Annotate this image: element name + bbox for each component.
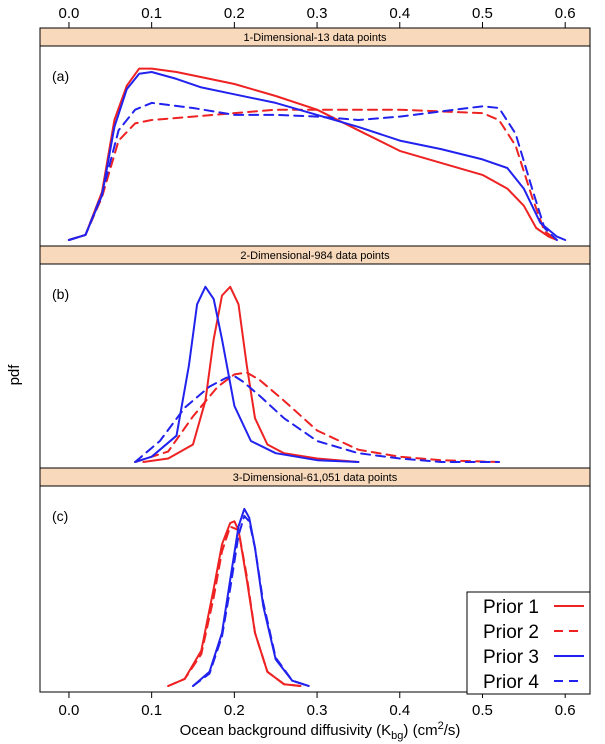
- x-tick-label-bottom: 0.5: [472, 702, 493, 719]
- x-tick-label-bottom: 0.2: [224, 702, 245, 719]
- panel-tag: (a): [52, 68, 69, 84]
- panel-2-series-1-line: [142, 285, 360, 463]
- x-tick-label-top: 0.1: [141, 5, 162, 22]
- x-tick-label-top: 0.4: [389, 5, 410, 22]
- x-tick-label-bottom: 0.0: [59, 702, 80, 719]
- panel-1-series-2-line: [67, 108, 558, 241]
- y-axis-title: pdf: [6, 364, 23, 386]
- x-axis-title-sub: bg: [391, 730, 403, 742]
- legend-entry-label: Prior 3: [483, 647, 539, 668]
- x-tick-label-top: 0.3: [307, 5, 328, 22]
- x-tick-label-top: 0.6: [555, 5, 576, 22]
- x-axis-title-units-post: /s): [444, 722, 461, 739]
- panel-frame: [39, 485, 591, 693]
- x-axis-title-units-pre: ) (cm: [403, 722, 437, 739]
- legend-entry-label: Prior 1: [483, 597, 539, 618]
- legend-entry-label: Prior 2: [483, 622, 539, 643]
- panel-1-series-4-line: [67, 101, 558, 241]
- panel-3-series-4-line: [192, 514, 310, 687]
- panel-3: 3-Dimensional-61,051 data points (c): [39, 467, 591, 693]
- x-tick-label-bottom: 0.1: [141, 702, 162, 719]
- panel-tag: (b): [52, 286, 69, 302]
- panel-tag: (c): [52, 508, 68, 524]
- panel-strip-title: 3-Dimensional-61,051 data points: [233, 472, 398, 484]
- panel-3-series-2-line: [167, 525, 302, 687]
- x-tick-label-bottom: 0.3: [307, 702, 328, 719]
- legend-box: [466, 591, 591, 695]
- panel-strip-title: 1-Dimensional-13 data points: [243, 32, 387, 44]
- x-axis-title-sup: 2: [438, 720, 444, 732]
- x-tick-label-top: 0.5: [472, 5, 493, 22]
- x-tick-label-bottom: 0.4: [389, 702, 410, 719]
- x-tick-label-top: 0.0: [59, 5, 80, 22]
- panel-2-series-3-line: [134, 285, 360, 463]
- panels-layer: 1-Dimensional-13 data points (a) 2-Dimensi…: [39, 27, 591, 693]
- x-axis-title: Ocean background diffusivity (Kbg) (cm2/…: [180, 720, 461, 742]
- legend-entry-label: Prior 4: [483, 672, 539, 693]
- panel-strip-title: 2-Dimensional-984 data points: [240, 250, 390, 262]
- x-axis-title-main: Ocean background diffusivity (K: [180, 722, 392, 739]
- axes-layer: 0.0 0.0 0.1 0.1 0.2 0.2 0.3 0.3 0.4 0.4 0.5 0.5 0.6 0…: [59, 5, 576, 719]
- panel-2-series-2-line: [134, 371, 500, 463]
- panel-1-series-3-line: [67, 71, 567, 241]
- x-tick-label-top: 0.2: [224, 5, 245, 22]
- panel-2-series-4-line: [134, 375, 500, 463]
- legend: Prior 1 Prior 2 Prior 3 Prior 4: [466, 591, 591, 695]
- panel-1-series-1-line: [67, 67, 558, 241]
- x-tick-label-bottom: 0.6: [555, 702, 576, 719]
